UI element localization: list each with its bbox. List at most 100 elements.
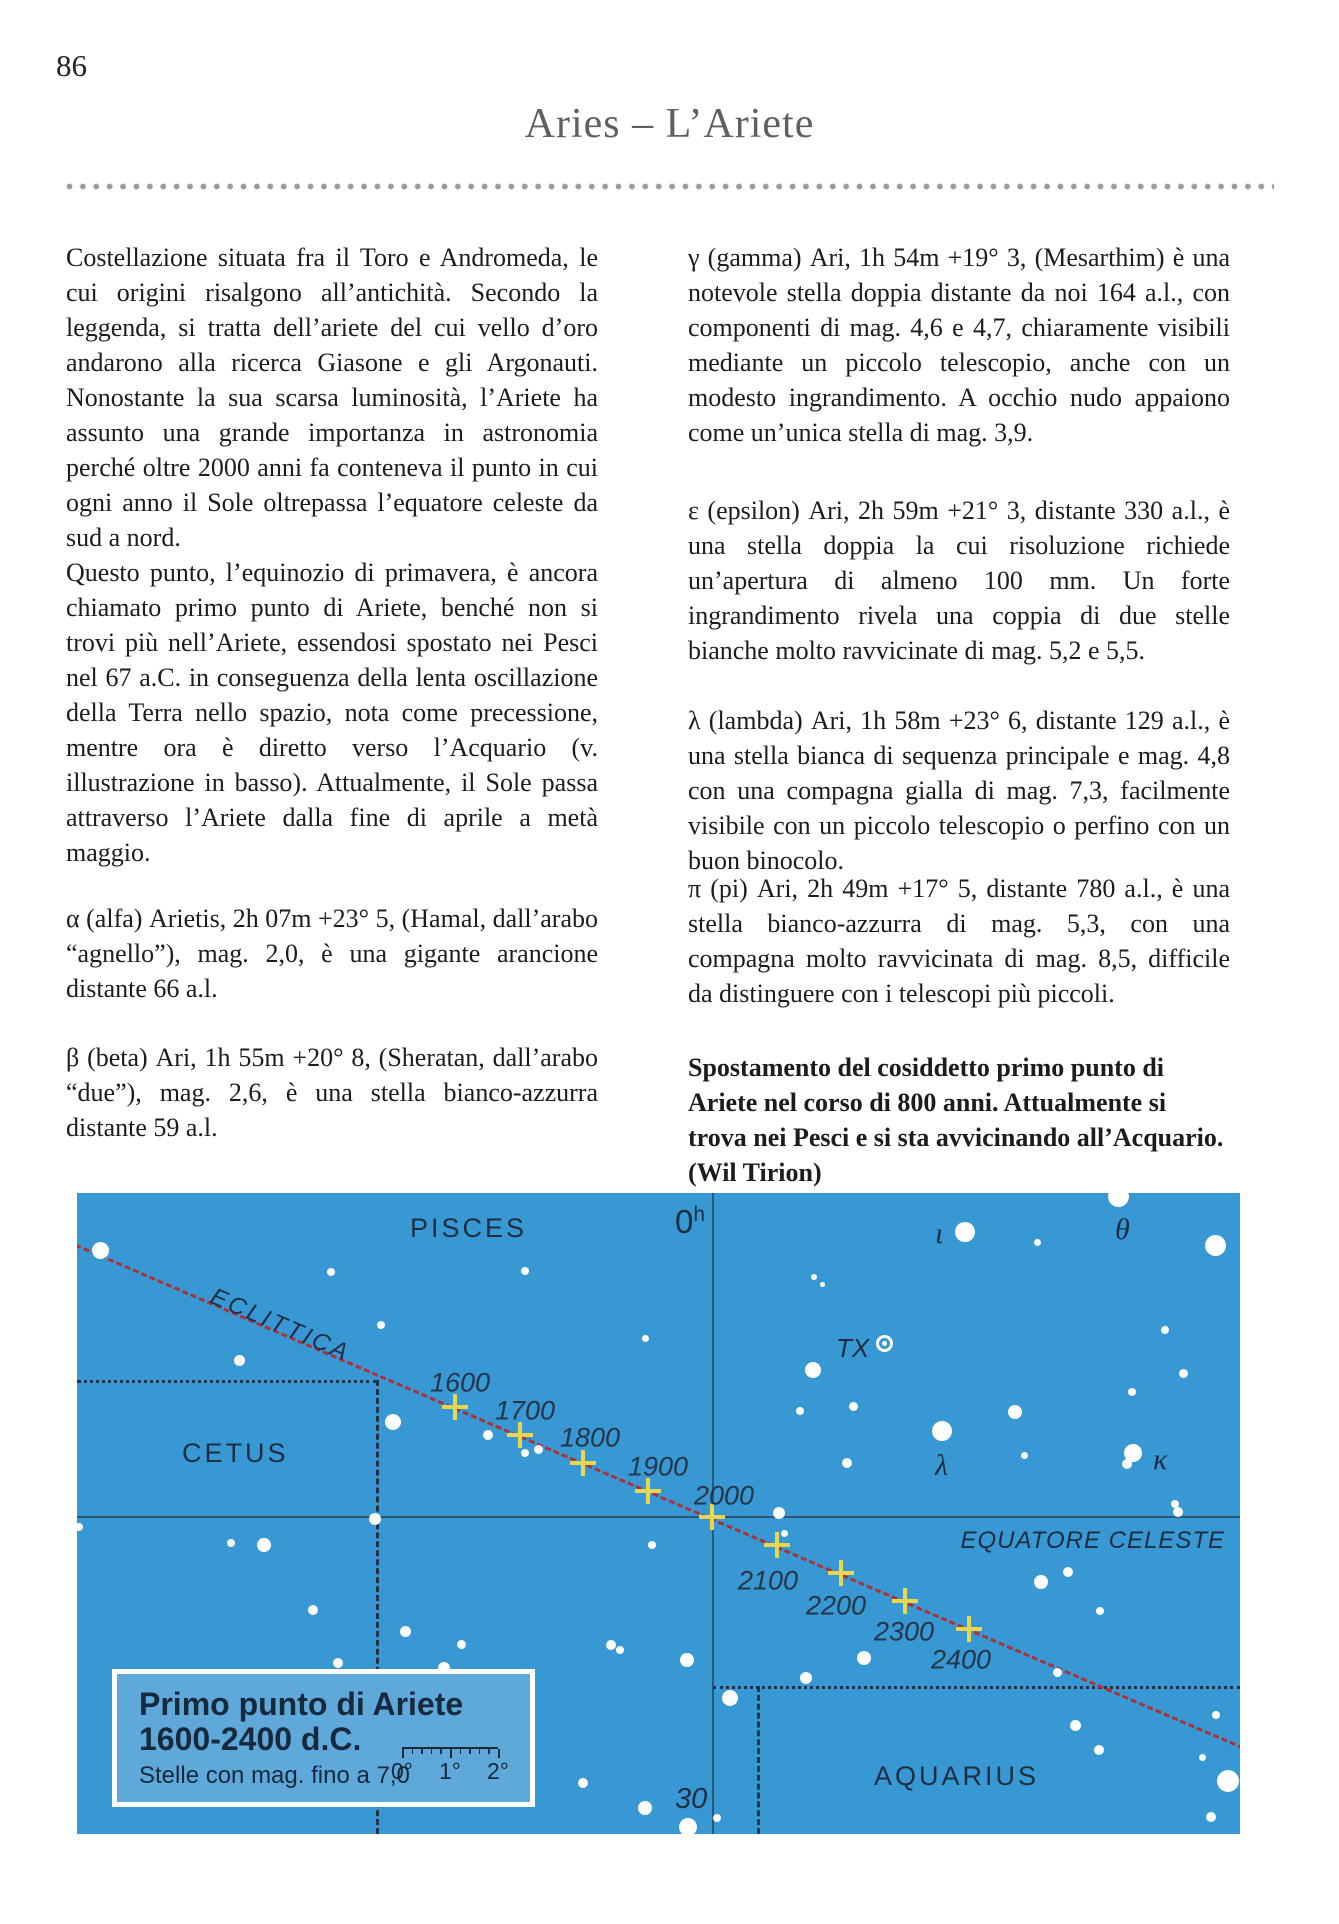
star	[1020, 1451, 1028, 1459]
star	[1063, 1567, 1073, 1577]
precession-cross-1600	[442, 1394, 468, 1420]
star	[722, 1690, 738, 1706]
star	[483, 1430, 493, 1440]
scale-label-1: 1°	[439, 1758, 461, 1784]
variable-star-label-tx: TX	[836, 1333, 870, 1363]
star	[1008, 1405, 1022, 1419]
star	[842, 1458, 852, 1468]
year-label-2300: 2300	[873, 1616, 935, 1647]
star	[780, 1529, 788, 1537]
precession-cross-1900	[635, 1478, 661, 1504]
star	[385, 1414, 401, 1430]
paragraph-pi-arietis: π (pi) Ari, 2h 49m +17° 5, distante 780 …	[688, 874, 1230, 1008]
star	[848, 1401, 858, 1411]
star	[369, 1513, 381, 1525]
paragraph-epsilon-arietis: ε (epsilon) Ari, 2h 59m +21° 3, distante…	[688, 496, 1230, 665]
star	[1122, 1459, 1132, 1469]
scale-tick	[450, 1749, 452, 1758]
scale-tick	[421, 1749, 423, 1754]
star	[641, 1334, 649, 1342]
star-label-iota: ι	[935, 1217, 944, 1250]
star	[578, 1778, 588, 1788]
star	[233, 1354, 245, 1366]
star	[456, 1639, 466, 1649]
star	[932, 1421, 952, 1441]
star-label-theta: θ	[1115, 1213, 1130, 1246]
star	[521, 1267, 529, 1275]
star	[857, 1651, 871, 1665]
declination-label: 30	[675, 1783, 708, 1815]
star	[805, 1362, 821, 1378]
star	[91, 1241, 109, 1259]
paragraph-intro: Costellazione situata fra il Toro e Andr…	[66, 243, 598, 552]
star-label-lambda: λ	[935, 1449, 948, 1482]
constellation-label-cetus: CETUS	[182, 1438, 289, 1468]
star	[1204, 1234, 1226, 1256]
paragraph-lambda-arietis: λ (lambda) Ari, 1h 58m +23° 6, distante …	[688, 706, 1230, 875]
right-ascension-label: 0h	[674, 1203, 705, 1240]
aquarius-boundary-vertical	[757, 1686, 760, 1834]
star	[521, 1449, 529, 1457]
star	[616, 1646, 624, 1654]
precession-cross-2200	[828, 1560, 854, 1586]
year-label-1700: 1700	[494, 1395, 556, 1426]
cetus-boundary-vertical	[376, 1380, 379, 1834]
scale-label-2: 2°	[487, 1758, 509, 1784]
legend-box: Primo punto di Ariete 1600-2400 d.C. Ste…	[112, 1669, 535, 1807]
year-label-1600: 1600	[429, 1367, 491, 1398]
star	[800, 1672, 812, 1684]
page-number: 86	[56, 48, 87, 83]
scale-tick	[488, 1749, 490, 1754]
year-label-2100: 2100	[737, 1565, 799, 1596]
star	[1161, 1326, 1169, 1334]
star-label-kappa: κ	[1153, 1443, 1168, 1476]
star	[1052, 1667, 1062, 1677]
star	[606, 1640, 616, 1650]
constellation-label-pisces: PISCES	[410, 1213, 528, 1243]
star	[680, 1653, 694, 1667]
aquarius-boundary-horizontal	[713, 1686, 1240, 1689]
year-label-2200: 2200	[805, 1590, 867, 1621]
year-label-1800: 1800	[559, 1422, 621, 1453]
map-caption: Spostamento del cosiddetto primo punto d…	[688, 1053, 1224, 1187]
precession-cross-1700	[507, 1422, 533, 1448]
star	[1128, 1388, 1136, 1396]
star	[327, 1268, 335, 1276]
star	[1069, 1719, 1081, 1731]
degree-scale-ruler	[402, 1747, 500, 1759]
scale-label-0: 0°	[391, 1758, 413, 1784]
star	[811, 1274, 817, 1280]
star	[77, 1523, 83, 1531]
cetus-boundary-horizontal	[77, 1380, 377, 1383]
star	[1206, 1812, 1216, 1822]
year-label-1900: 1900	[627, 1451, 689, 1482]
paragraph-gamma-arietis: γ (gamma) Ari, 1h 54m +19° 3, (Mesarthim…	[688, 243, 1230, 447]
star	[773, 1507, 785, 1519]
star	[955, 1222, 975, 1242]
variable-star-symbol	[876, 1335, 893, 1352]
star	[819, 1281, 825, 1287]
year-label-2400: 2400	[930, 1644, 992, 1675]
precession-cross-2300	[892, 1588, 918, 1614]
dotted-rule	[66, 183, 1274, 191]
precession-cross-2000	[699, 1504, 725, 1530]
star	[1107, 1193, 1129, 1207]
star	[1198, 1753, 1206, 1761]
precession-cross-2100	[764, 1532, 790, 1558]
precession-cross-1800	[570, 1450, 596, 1476]
star	[399, 1625, 411, 1637]
star	[257, 1538, 271, 1552]
scale-tick	[430, 1749, 433, 1754]
star	[1124, 1444, 1142, 1462]
star	[1217, 1770, 1239, 1792]
star	[333, 1658, 343, 1668]
celestial-equator-line	[77, 1516, 1240, 1518]
star	[1178, 1368, 1188, 1378]
paragraph-equinox: Questo punto, l’equinozio di primavera, …	[66, 558, 598, 867]
star	[1033, 1238, 1041, 1246]
scale-tick	[498, 1749, 500, 1758]
scale-tick	[411, 1749, 414, 1754]
year-label-2000: 2000	[693, 1480, 755, 1511]
star	[648, 1541, 656, 1549]
